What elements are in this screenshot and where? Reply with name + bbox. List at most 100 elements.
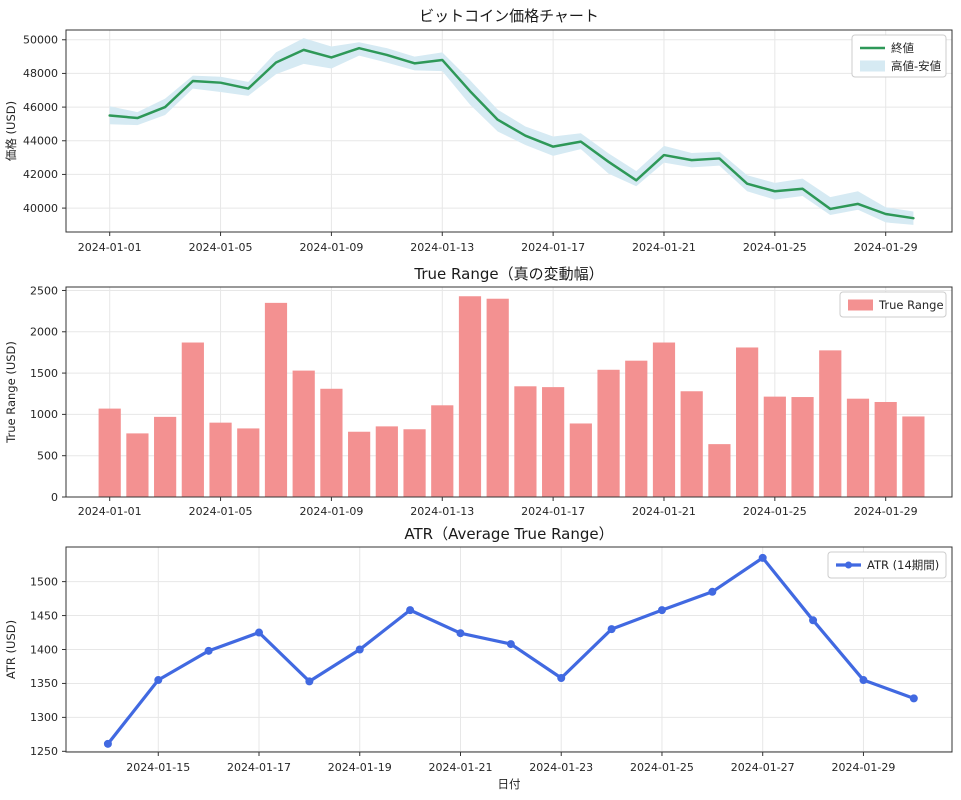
grid [66, 547, 952, 752]
atr-markers [103, 553, 918, 748]
x-tick-label: 2024-01-29 [854, 505, 918, 518]
legend-label: 高値-安値 [891, 59, 942, 73]
x-tick-label: 2024-01-17 [521, 241, 585, 254]
x-tick-label: 2024-01-05 [189, 241, 253, 254]
bar [181, 342, 204, 497]
bar [264, 302, 288, 497]
bar [486, 298, 509, 497]
x-tick-label: 2024-01-29 [831, 761, 895, 774]
bar [791, 397, 814, 497]
y-tick-label: 48000 [23, 67, 58, 80]
bar [763, 396, 786, 497]
y-axis-label: ATR (USD) [4, 620, 18, 679]
bar [708, 444, 731, 497]
bar [154, 416, 177, 497]
x-axis-label: 日付 [498, 777, 521, 791]
bar [874, 401, 897, 497]
bar [597, 369, 620, 497]
price-chart: 2024-01-01 2024-01-05 2024-01-09 2024-01-13… [4, 7, 953, 254]
bar [292, 370, 315, 497]
chart-title: ビットコイン価格チャート [419, 7, 599, 25]
chart-title: True Range（真の変動幅） [413, 265, 603, 283]
x-tick-label: 2024-01-13 [410, 505, 474, 518]
x-tick-label: 2024-01-25 [743, 505, 807, 518]
x-tick-label: 2024-01-13 [410, 241, 474, 254]
x-tick-label: 2024-01-27 [731, 761, 795, 774]
bar [652, 342, 676, 497]
legend-swatch [860, 60, 885, 72]
bar [569, 423, 592, 497]
x-tick-label: 2024-01-25 [743, 241, 807, 254]
axis-ticks [62, 289, 887, 501]
legend-label: True Range [878, 298, 944, 312]
x-tick-label: 2024-01-21 [632, 241, 696, 254]
y-tick-label: 40000 [23, 202, 58, 215]
legend-marker [845, 561, 852, 569]
y-tick-label: 1000 [30, 408, 58, 421]
high-low-band [109, 38, 914, 225]
true-range-chart: 2024-01-01 2024-01-05 2024-01-09 2024-01-13… [4, 265, 953, 518]
bar [126, 433, 149, 497]
x-tick-label: 2024-01-17 [227, 761, 291, 774]
bar [209, 422, 232, 497]
axis-ticks [62, 581, 864, 756]
legend-label: 終値 [891, 41, 914, 55]
legend-box [827, 551, 947, 579]
y-tick-label: 1350 [30, 677, 58, 690]
bar [403, 429, 426, 497]
bar [902, 416, 925, 497]
atr-line [106, 556, 916, 746]
x-tick-label: 2024-01-01 [78, 505, 142, 518]
x-tick-label: 2024-01-23 [529, 761, 593, 774]
x-tick-label: 2024-01-17 [521, 505, 585, 518]
bar [680, 391, 703, 497]
bar [348, 431, 371, 497]
y-tick-label: 1500 [30, 367, 58, 380]
bar [458, 296, 482, 497]
legend-swatch [848, 299, 873, 311]
close-line [108, 46, 915, 220]
bar [819, 350, 842, 497]
y-axis-label: True Range (USD) [4, 341, 18, 444]
y-tick-label: 1500 [30, 575, 58, 588]
legend-box [839, 291, 947, 318]
x-tick-label: 2024-01-19 [328, 761, 392, 774]
bar [736, 347, 759, 497]
plot-border [65, 286, 953, 498]
y-tick-label: 50000 [23, 34, 58, 47]
tick-labels: 2024-01-01 2024-01-05 2024-01-09 2024-01-13… [23, 34, 918, 254]
x-tick-label: 2024-01-21 [632, 505, 696, 518]
bar [375, 426, 398, 497]
x-tick-label: 2024-01-09 [299, 241, 363, 254]
chart-title: ATR（Average True Range） [404, 525, 613, 543]
bar [542, 387, 565, 497]
y-tick-label: 2000 [30, 326, 58, 339]
bar [237, 428, 260, 497]
x-tick-label: 2024-01-09 [299, 505, 363, 518]
y-tick-label: 1300 [30, 711, 58, 724]
legend: True Range [839, 291, 947, 318]
tr-bars [98, 296, 925, 497]
y-tick-label: 0 [51, 491, 58, 504]
x-tick-label: 2024-01-29 [854, 241, 918, 254]
y-tick-label: 44000 [23, 135, 58, 148]
y-tick-label: 1400 [30, 643, 58, 656]
tick-labels: 2024-01-01 2024-01-05 2024-01-09 2024-01-13… [30, 284, 918, 518]
legend: ATR (14期間) [827, 551, 947, 579]
bar [320, 388, 343, 497]
plot-border [65, 29, 953, 233]
y-tick-label: 1250 [30, 745, 58, 758]
bar [846, 398, 870, 497]
legend-label: ATR (14期間) [867, 558, 939, 572]
x-tick-label: 2024-01-05 [189, 505, 253, 518]
y-tick-label: 1450 [30, 609, 58, 622]
axis-ticks [62, 39, 887, 236]
y-axis-label: 価格 (USD) [4, 101, 18, 161]
bar [431, 405, 454, 497]
y-tick-label: 46000 [23, 101, 58, 114]
tick-labels: 2024-01-15 2024-01-17 2024-01-19 2024-01-21… [30, 575, 895, 774]
bar [98, 408, 121, 497]
